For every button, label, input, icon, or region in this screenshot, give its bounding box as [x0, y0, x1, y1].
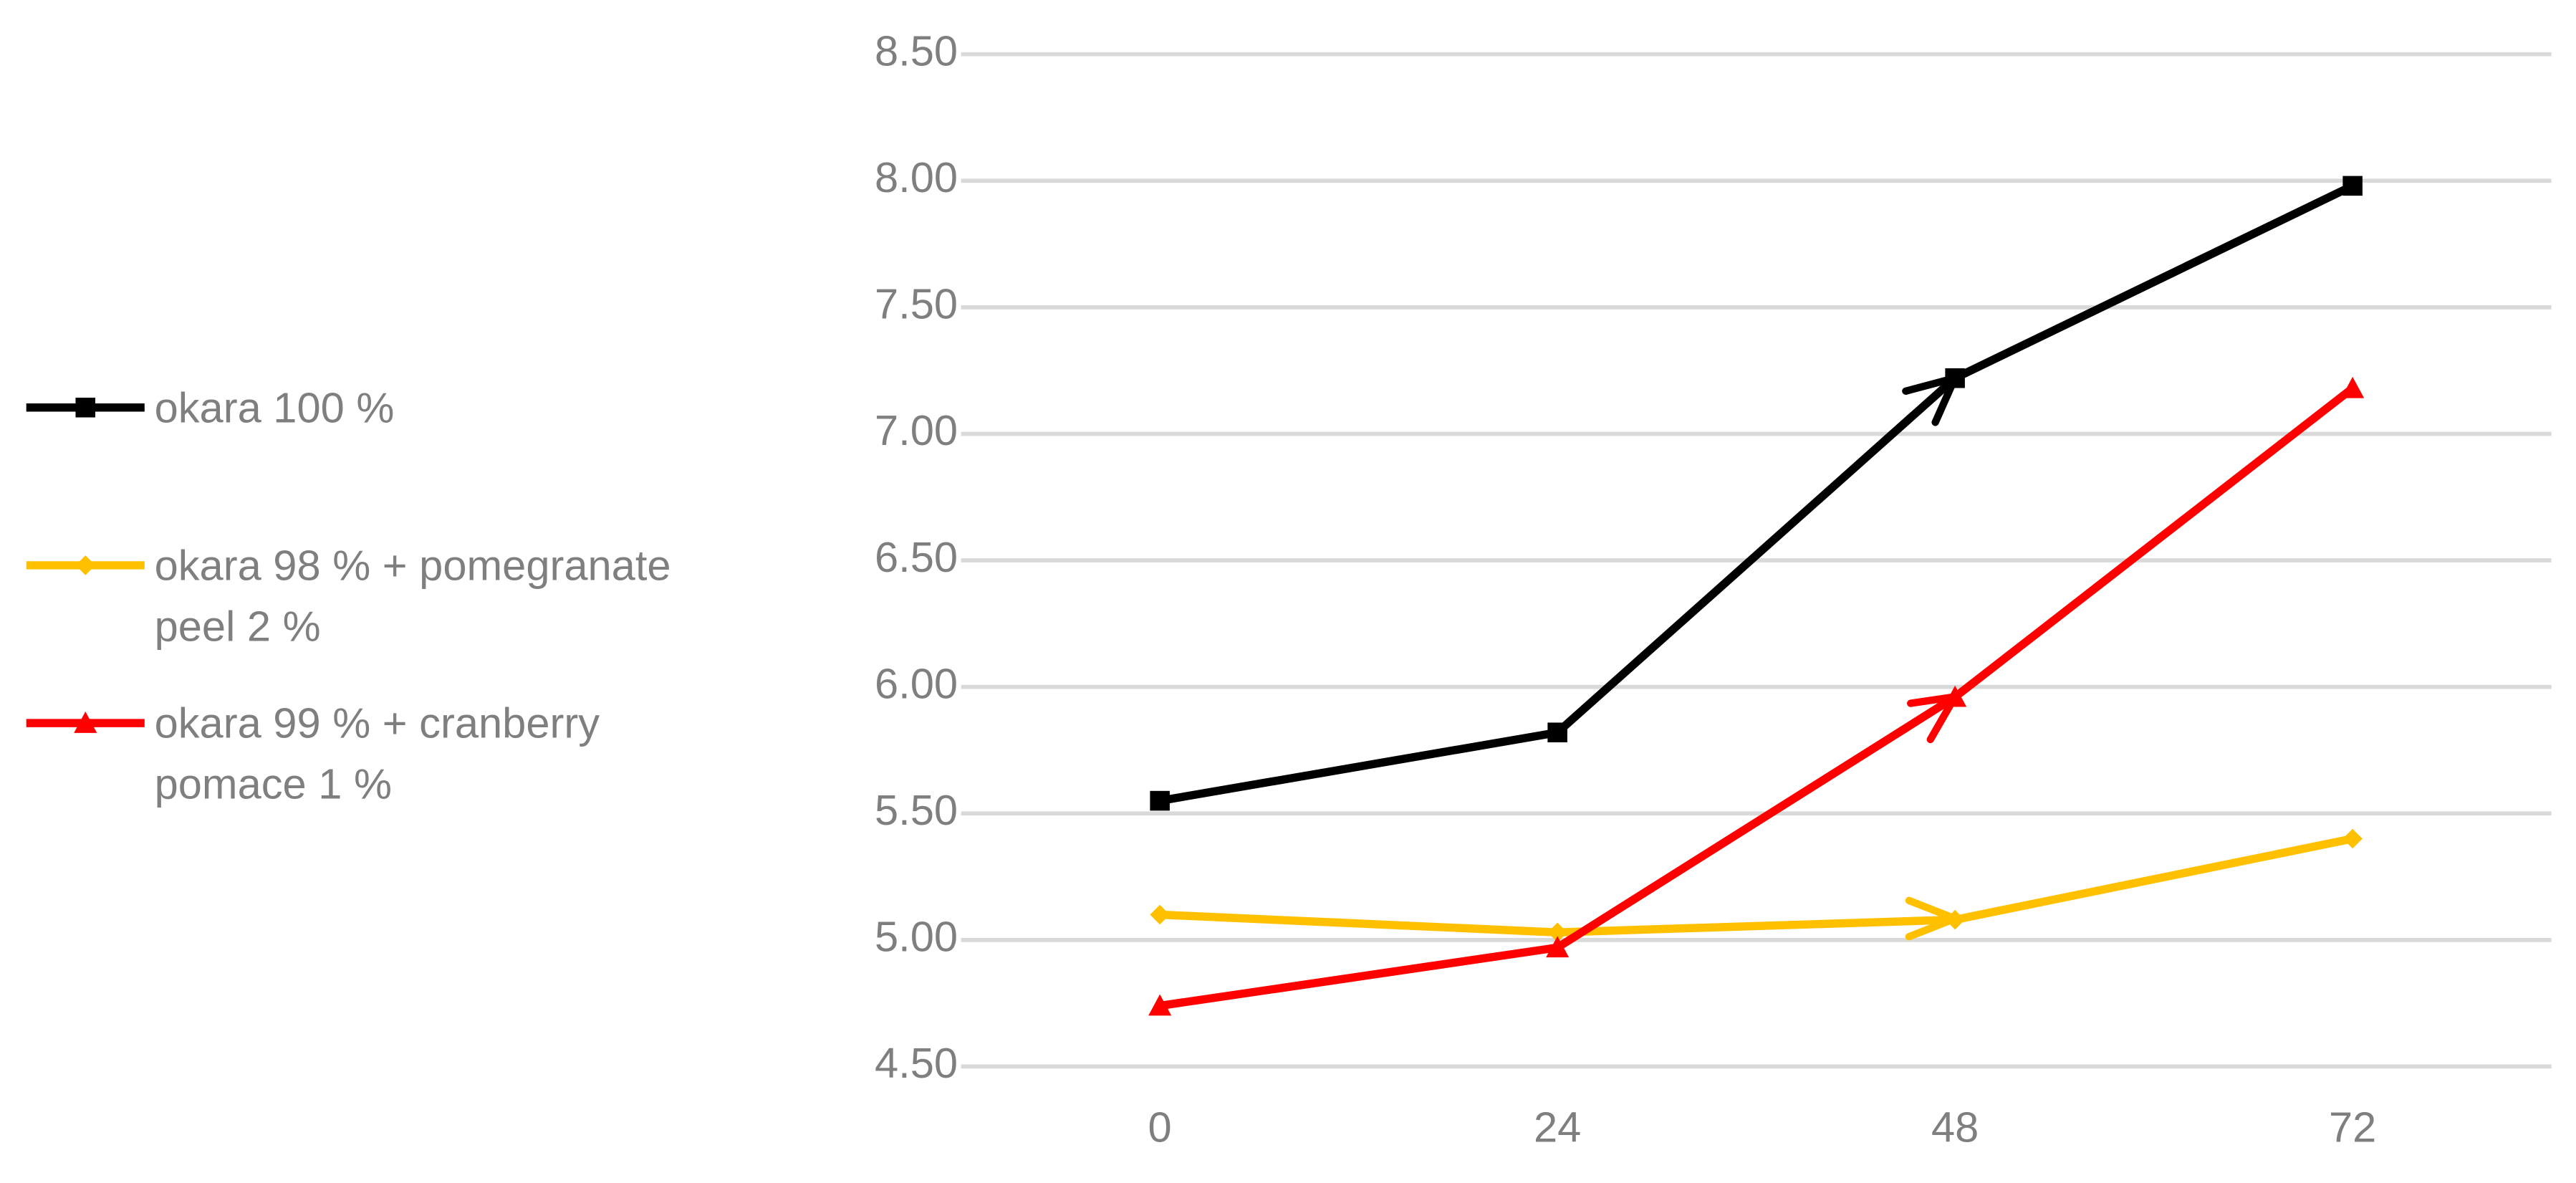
marker [2341, 376, 2365, 398]
legend-item: okara 98 % + pomegranate peel 2 % [23, 536, 713, 658]
x-tick-label: 72 [2329, 1103, 2376, 1151]
marker [1547, 722, 1567, 742]
marker [75, 555, 96, 575]
y-tick-label: 6.50 [875, 533, 958, 581]
marker [75, 398, 96, 418]
marker [1148, 994, 1172, 1016]
x-tick-label: 24 [1534, 1103, 1581, 1151]
legend-label: okara 99 % + cranberry pomace 1 % [154, 698, 600, 809]
annotation-arrows [1902, 372, 1966, 941]
y-tick-label: 4.50 [875, 1039, 958, 1087]
legend-item: okara 100 % [23, 378, 713, 439]
marker [1546, 936, 1570, 958]
y-tick-label: 7.50 [875, 280, 958, 328]
marker [1945, 909, 1965, 930]
legend-swatch [26, 712, 145, 733]
legend-label: okara 100 % [154, 383, 395, 433]
marker [2342, 828, 2363, 849]
y-tick-label: 8.00 [875, 153, 958, 201]
series-line [1159, 182, 2355, 805]
legend-swatch [26, 398, 145, 418]
marker [1945, 368, 1965, 388]
legend-item: okara 99 % + cranberry pomace 1 % [23, 694, 713, 815]
marker [74, 712, 97, 733]
y-tick-label: 6.00 [875, 659, 958, 707]
marker [1943, 685, 1967, 707]
series-line [1159, 834, 2354, 937]
legend-swatch [26, 555, 145, 575]
y-tick-label: 5.00 [875, 913, 958, 961]
x-tick-label: 0 [1148, 1103, 1172, 1151]
x-tick-label: 48 [1931, 1103, 1979, 1151]
y-tick-label: 5.50 [875, 786, 958, 834]
legend-label: okara 98 % + pomegranate peel 2 % [154, 540, 671, 651]
y-tick-label: 8.50 [875, 27, 958, 75]
marker [1150, 790, 1170, 811]
y-tick-label: 7.00 [875, 406, 958, 454]
series-line [1159, 385, 2355, 1010]
marker [1150, 904, 1170, 925]
marker [2342, 176, 2363, 196]
